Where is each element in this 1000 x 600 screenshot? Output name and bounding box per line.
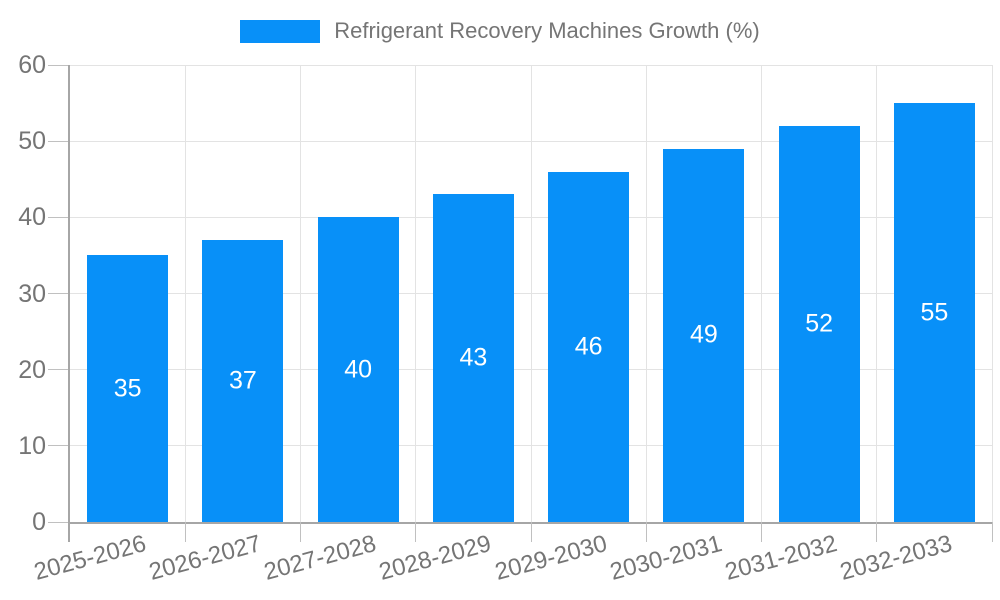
bar[interactable]: 37 [202, 240, 284, 522]
y-axis-label: 40 [18, 203, 46, 232]
y-axis-tick [48, 216, 68, 218]
y-axis-label: 50 [18, 127, 46, 156]
gridline-x [184, 65, 186, 522]
y-axis-tick [48, 521, 68, 523]
gridline-x [991, 65, 993, 522]
bar-value-label: 43 [459, 343, 488, 372]
bar-value-label: 37 [228, 366, 257, 395]
y-axis-label: 0 [32, 508, 46, 536]
bar-value-label: 40 [344, 355, 373, 384]
y-axis-tick [48, 369, 68, 371]
x-axis-tick [991, 522, 993, 542]
bar-value-label: 52 [805, 309, 834, 338]
bar[interactable]: 35 [87, 255, 169, 522]
x-axis-tick [761, 522, 762, 542]
y-axis-label: 60 [18, 51, 46, 79]
y-axis-tick [48, 64, 68, 66]
gridline-x [645, 65, 647, 522]
y-axis-label: 10 [18, 431, 46, 460]
legend-label[interactable]: Refrigerant Recovery Machines Growth (%) [334, 18, 760, 43]
x-axis-tick [645, 522, 647, 542]
y-axis-label: 20 [18, 355, 46, 384]
y-axis-extension [68, 522, 70, 542]
bar[interactable]: 43 [432, 194, 514, 522]
x-axis-tick [415, 522, 417, 542]
gridline-x [415, 65, 417, 522]
x-axis-tick [876, 522, 878, 542]
bar-value-label: 55 [920, 298, 949, 327]
x-axis-tick [300, 522, 301, 542]
gridline-x [876, 65, 878, 522]
bar[interactable]: 40 [317, 217, 399, 522]
y-axis-tick [48, 293, 68, 294]
x-axis-tick [530, 522, 532, 542]
y-axis-tick [48, 140, 68, 142]
bar-value-label: 49 [689, 320, 718, 349]
y-axis-tick [48, 445, 68, 447]
y-axis-label: 30 [18, 279, 46, 308]
gridline-x [300, 65, 301, 522]
bar[interactable]: 55 [893, 103, 975, 522]
plot-area: 0 10 20 30 40 50 60 35 2025-2026 37 2026-2027 40 202… [18, 51, 993, 586]
bar[interactable]: 46 [548, 171, 630, 522]
bar[interactable]: 52 [778, 125, 860, 522]
x-axis-tick [184, 522, 186, 542]
bar-value-label: 35 [113, 374, 142, 403]
bar-value-label: 46 [574, 332, 603, 361]
legend: Refrigerant Recovery Machines Growth (%) [0, 18, 1000, 44]
legend-swatch[interactable] [240, 19, 321, 43]
gridline-x [530, 65, 532, 522]
bar[interactable]: 49 [663, 148, 745, 522]
gridline-x [761, 65, 762, 522]
